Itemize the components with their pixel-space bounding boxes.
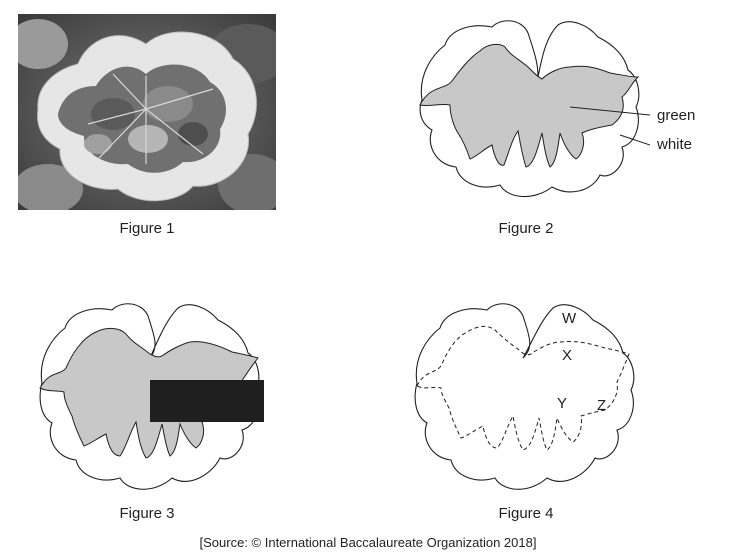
figure-1-caption: Figure 1 [119,220,175,237]
label-white: white [657,136,693,153]
dashed-green-boundary [416,325,630,451]
green-leader-line [569,106,650,116]
leaf-outline-figure-2 [419,20,650,198]
figure-4-caption: Figure 4 [498,505,554,522]
label-w: W [562,310,577,327]
black-mask-rectangle [150,380,264,422]
label-y: Y [557,395,568,412]
figure-3-diagram [30,298,270,498]
label-x: X [562,347,573,364]
leaf-outline-figure-3 [39,303,264,490]
leaf-outline-figure-4 [414,303,635,490]
leaf-photo-image [18,14,276,210]
leaf-green-region [39,327,259,459]
figure-1-photo [18,14,276,210]
label-z: Z [597,397,607,414]
label-green: green [657,107,696,124]
figure-4-diagram [405,298,645,498]
figure-2-diagram [410,15,650,205]
figure-2-caption: Figure 2 [498,220,554,237]
source-credit: [Source: © International Baccalaureate O… [199,535,537,550]
white-leader-line [619,134,650,146]
leaf-outer-outline [414,303,635,490]
figure-3-caption: Figure 3 [119,505,175,522]
leaf-green-region [419,43,640,168]
